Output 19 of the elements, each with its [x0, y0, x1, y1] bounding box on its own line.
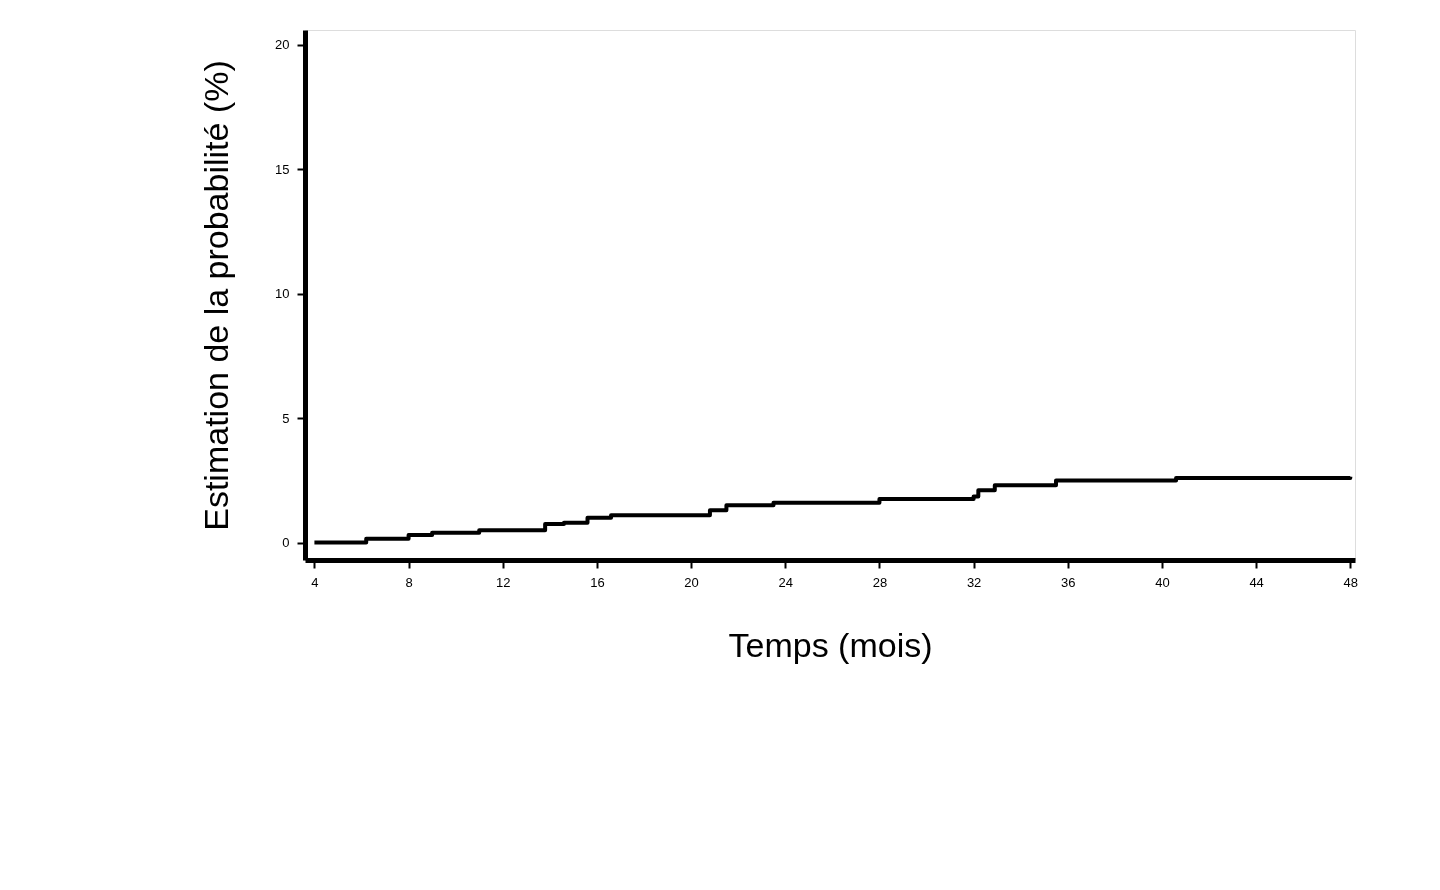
x-tick-label: 8 — [405, 574, 413, 590]
x-tick-label: 12 — [496, 574, 511, 590]
x-axis-title: Temps (mois) — [728, 625, 933, 664]
x-tick-label: 28 — [872, 574, 888, 590]
x-tick-label: 24 — [778, 574, 793, 590]
y-tick-label: 20 — [275, 37, 290, 53]
x-tick-label: 16 — [590, 574, 605, 590]
y-tick-label: 0 — [282, 535, 290, 551]
x-tick-label: 20 — [684, 574, 699, 590]
y-axis-title: Estimation de la probabilité (%) — [197, 60, 236, 531]
x-tick-label: 48 — [1343, 574, 1359, 590]
x-tick-label: 4 — [311, 574, 319, 590]
x-tick-label: 44 — [1249, 574, 1264, 590]
x-tick-label: 36 — [1061, 574, 1076, 590]
y-tick-label: 15 — [275, 161, 290, 177]
x-tick-label: 40 — [1155, 574, 1170, 590]
x-tick-label: 32 — [966, 574, 982, 590]
y-tick-label: 5 — [282, 410, 290, 426]
y-tick-label: 10 — [275, 286, 290, 302]
